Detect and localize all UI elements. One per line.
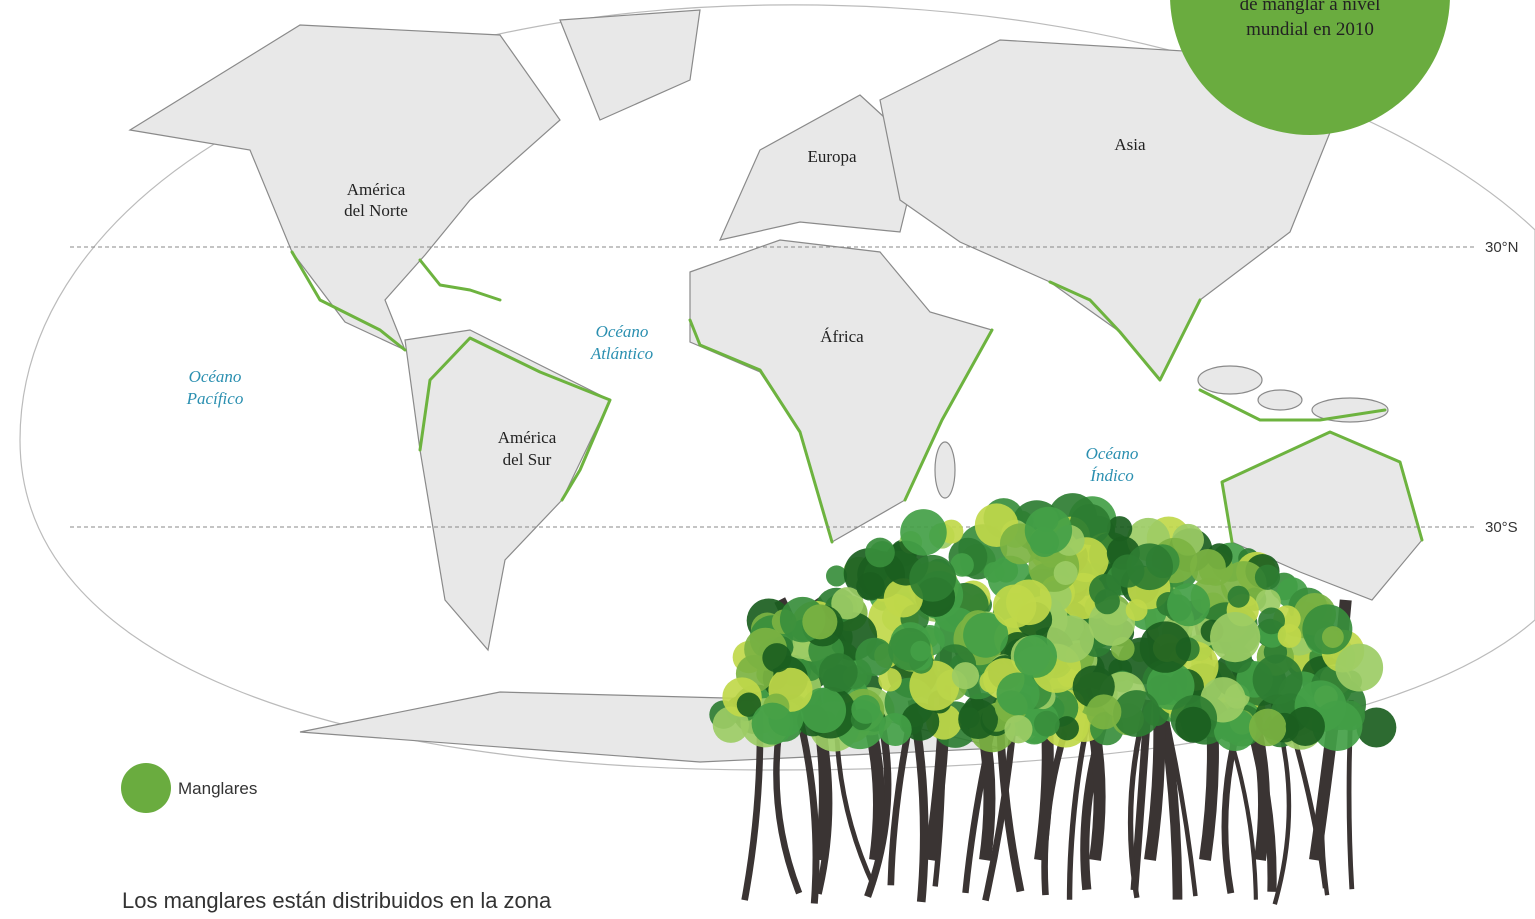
foliage [819, 653, 858, 692]
continent-label: del Sur [503, 450, 552, 469]
foliage [1006, 580, 1052, 626]
foliage [1140, 621, 1191, 672]
foliage [910, 641, 931, 662]
foliage [1335, 644, 1383, 692]
foliage [984, 562, 1005, 583]
foliage [1004, 715, 1032, 743]
foliage [1253, 654, 1303, 704]
foliage [952, 662, 979, 689]
foliage [1034, 507, 1059, 532]
latitude-label: 30°N [1485, 239, 1519, 256]
island [935, 442, 955, 498]
foliage [865, 538, 895, 568]
callout-text: de manglar a nivel [1240, 0, 1381, 15]
ocean-label: Índico [1089, 466, 1133, 485]
foliage [1095, 589, 1120, 614]
foliage [856, 572, 884, 600]
foliage [1255, 565, 1280, 590]
continent-label: América [498, 428, 557, 447]
ocean-label: Pacífico [186, 389, 244, 408]
foliage [909, 555, 956, 602]
page: 30°N 30°S América del Norte América del … [0, 0, 1535, 919]
foliage [855, 638, 893, 676]
continent-label: Europa [807, 147, 857, 166]
foliage [997, 672, 1040, 715]
ocean-label: Océano [1086, 444, 1139, 463]
foliage [1126, 543, 1173, 590]
continent-label: América [347, 180, 406, 199]
foliage [958, 699, 998, 739]
foliage [879, 713, 912, 746]
foliage [1278, 624, 1302, 648]
continent-label: Asia [1114, 135, 1146, 154]
foliage [762, 643, 791, 672]
foliage [1190, 549, 1226, 585]
foliage [851, 695, 880, 724]
foliage [1249, 709, 1286, 746]
foliage [1034, 711, 1060, 737]
island [1198, 366, 1262, 394]
foliage [802, 604, 837, 639]
foliage [1210, 612, 1260, 662]
foliage [1014, 635, 1057, 678]
continent-label: del Norte [344, 201, 408, 220]
body-text: Los manglares están distribuidos en la z… [122, 888, 552, 913]
ocean-label: Atlántico [590, 344, 653, 363]
foliage [900, 509, 947, 556]
foliage [1322, 626, 1344, 648]
legend-swatch [121, 763, 171, 813]
foliage [1126, 599, 1148, 621]
island [1258, 390, 1302, 410]
foliage [1167, 583, 1210, 626]
ocean-label: Océano [596, 322, 649, 341]
foliage [1228, 586, 1250, 608]
legend-label: Manglares [178, 779, 257, 798]
foliage [1086, 694, 1121, 729]
foliage [1054, 561, 1078, 585]
callout-text: mundial en 2010 [1246, 19, 1374, 40]
foliage [1286, 707, 1325, 746]
latitude-label: 30°S [1485, 519, 1518, 536]
foliage [1175, 707, 1211, 743]
ocean-label: Océano [189, 367, 242, 386]
continent-label: África [820, 327, 864, 346]
foliage [752, 703, 794, 745]
